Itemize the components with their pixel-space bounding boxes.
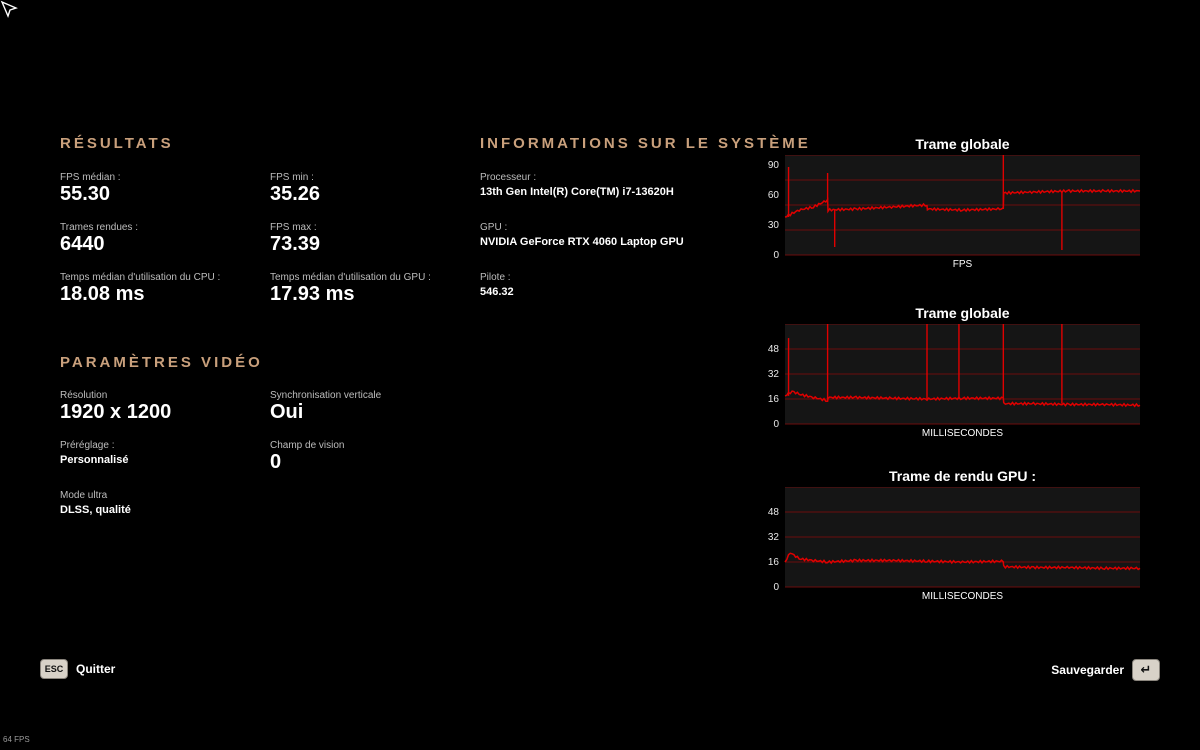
- enter-key-icon: ↵: [1132, 659, 1160, 681]
- video-section-title: PARAMÈTRES VIDÉO: [60, 354, 263, 371]
- result-value: 35.26: [270, 183, 321, 205]
- result-value: 73.39: [270, 233, 321, 255]
- y-tick-label: 48: [768, 344, 780, 355]
- mouse-cursor-icon: [0, 0, 18, 18]
- video-label: Champ de vision: [270, 440, 345, 451]
- y-tick-label: 30: [768, 220, 780, 231]
- video-label: Synchronisation verticale: [270, 390, 382, 401]
- video-resolution: Résolution 1920 x 1200: [60, 390, 171, 424]
- y-tick-label: 32: [768, 532, 780, 543]
- y-tick-label: 0: [773, 582, 779, 591]
- video-value: DLSS, qualité: [60, 504, 131, 516]
- system-section-title: INFORMATIONS SUR LE SYSTÈME: [480, 135, 811, 152]
- result-value: 17.93 ms: [270, 283, 355, 305]
- chart-3-gpu-frametime: 0 16 32 48: [768, 487, 1141, 591]
- video-ultra-mode: Mode ultra DLSS, qualité: [60, 490, 131, 516]
- result-label: Temps médian d'utilisation du GPU :: [270, 272, 431, 283]
- system-label: Processeur :: [480, 172, 537, 183]
- video-value: 1920 x 1200: [60, 401, 172, 423]
- y-tick-label: 48: [768, 507, 780, 518]
- result-value: 6440: [60, 233, 105, 255]
- chart-1-xlabel: FPS: [952, 259, 973, 270]
- result-fps-median: FPS médian : 55.30: [60, 172, 121, 206]
- video-fov: Champ de vision 0: [270, 440, 344, 474]
- result-value: 55.30: [60, 183, 111, 205]
- system-value: 13th Gen Intel(R) Core(TM) i7-13620H: [480, 186, 674, 198]
- system-processor: Processeur : 13th Gen Intel(R) Core(TM) …: [480, 172, 674, 198]
- chart-3-xlabel: MILLISECONDES: [921, 591, 1004, 602]
- result-label: FPS min :: [270, 172, 314, 183]
- video-label: Préréglage :: [60, 440, 115, 451]
- chart-3-title: Trame de rendu GPU :: [888, 468, 1037, 484]
- video-value: Personnalisé: [60, 454, 129, 466]
- system-value: 546.32: [480, 286, 514, 298]
- system-label: GPU :: [480, 222, 508, 233]
- y-tick-label: 0: [773, 250, 779, 259]
- results-section-title: RÉSULTATS: [60, 135, 174, 152]
- series-line: [784, 390, 1141, 408]
- result-label: Temps médian d'utilisation du CPU :: [60, 272, 221, 283]
- y-tick-label: 90: [768, 160, 780, 171]
- y-tick-label: 0: [773, 419, 779, 428]
- chart-1-fps: 0 30 60 90: [768, 155, 1141, 259]
- result-label: Trames rendues :: [60, 222, 138, 233]
- quit-button[interactable]: ESC Quitter: [40, 659, 115, 679]
- series-line: [784, 188, 1141, 218]
- esc-key-icon: ESC: [40, 659, 68, 679]
- chart-2-frametime: 0 16 32 48: [768, 324, 1141, 428]
- save-button[interactable]: Sauvegarder ↵: [1051, 659, 1160, 681]
- result-label: FPS max :: [270, 222, 317, 233]
- y-tick-label: 16: [768, 394, 780, 405]
- result-value: 18.08 ms: [60, 283, 145, 305]
- save-label: Sauvegarder: [1051, 663, 1124, 677]
- y-tick-label: 32: [768, 369, 780, 380]
- video-value: 0: [270, 451, 282, 473]
- video-label: Résolution: [60, 390, 108, 401]
- system-driver: Pilote : 546.32: [480, 272, 514, 298]
- chart-2-title: Trame globale: [915, 305, 1010, 321]
- result-frames-rendered: Trames rendues : 6440: [60, 222, 138, 256]
- system-label: Pilote :: [480, 272, 511, 283]
- video-value: Oui: [270, 401, 304, 423]
- system-value: NVIDIA GeForce RTX 4060 Laptop GPU: [480, 236, 684, 248]
- chart-1-title: Trame globale: [915, 136, 1010, 152]
- result-cpu-time: Temps médian d'utilisation du CPU : 18.0…: [60, 272, 220, 306]
- video-vsync: Synchronisation verticale Oui: [270, 390, 381, 424]
- chart-2-xlabel: MILLISECONDES: [921, 428, 1004, 439]
- fps-counter: 64 FPS: [3, 735, 30, 744]
- series-line: [784, 552, 1141, 571]
- y-tick-label: 60: [768, 190, 780, 201]
- quit-label: Quitter: [76, 662, 116, 676]
- result-label: FPS médian :: [60, 172, 121, 183]
- video-label: Mode ultra: [60, 490, 108, 501]
- video-preset: Préréglage : Personnalisé: [60, 440, 128, 466]
- y-tick-label: 16: [768, 557, 780, 568]
- result-fps-max: FPS max : 73.39: [270, 222, 320, 256]
- system-gpu: GPU : NVIDIA GeForce RTX 4060 Laptop GPU: [480, 222, 684, 248]
- result-gpu-time: Temps médian d'utilisation du GPU : 17.9…: [270, 272, 431, 306]
- result-fps-min: FPS min : 35.26: [270, 172, 320, 206]
